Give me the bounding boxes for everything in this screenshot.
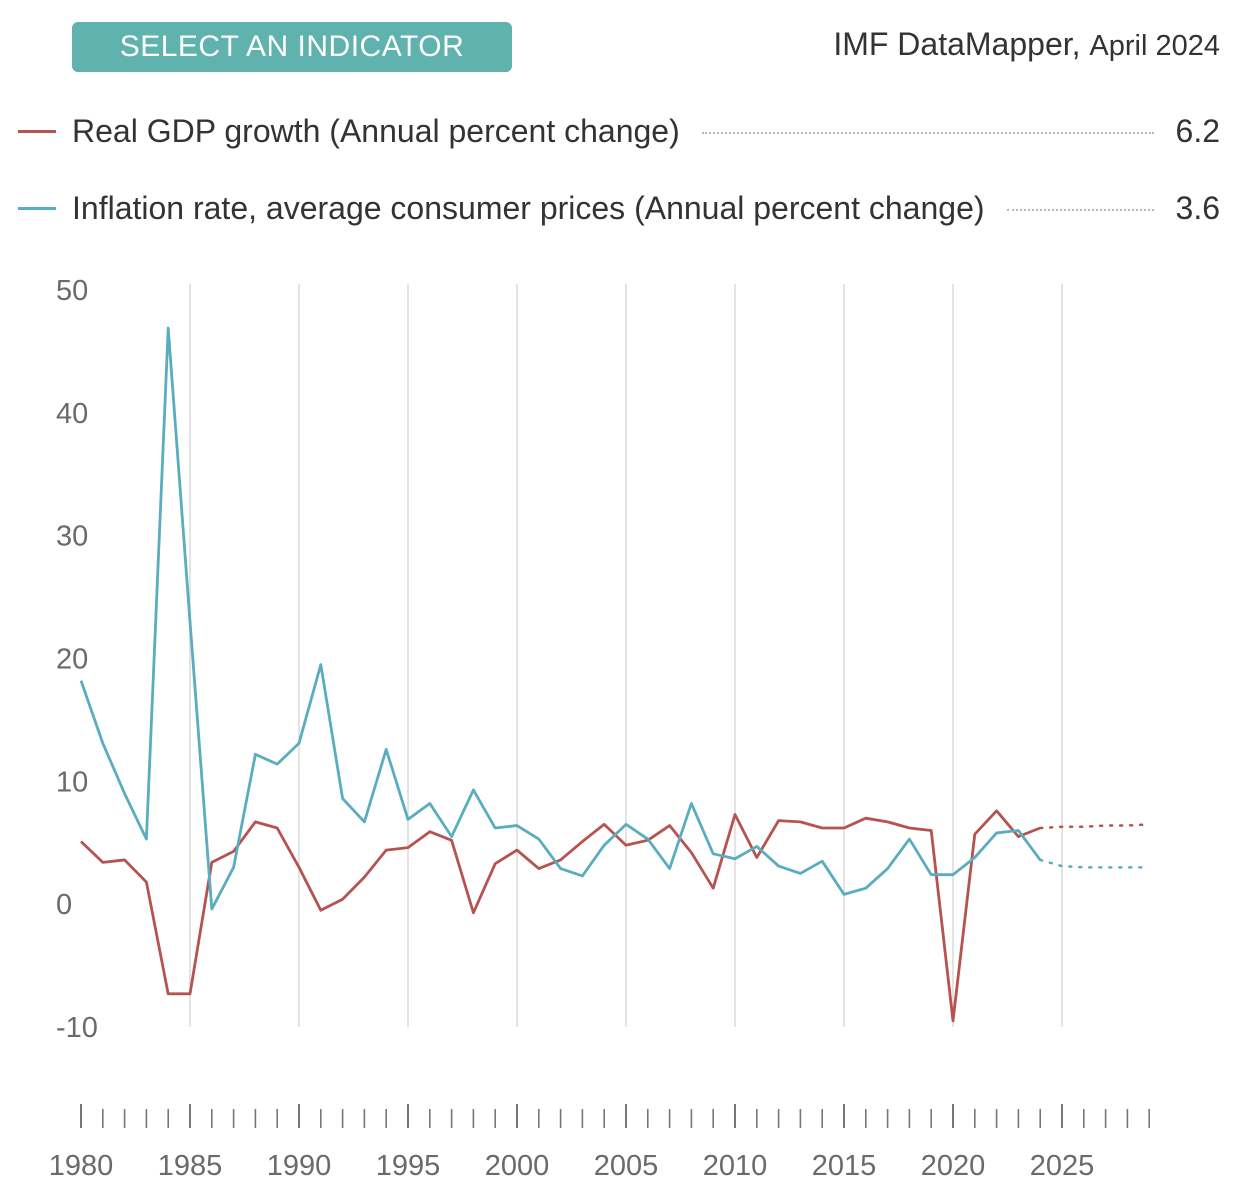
y-tick-label: 30: [56, 521, 88, 553]
legend-leader-gdp: [701, 132, 1154, 134]
source-date: April 2024: [1089, 30, 1220, 62]
x-tick-label: 1985: [158, 1150, 223, 1182]
x-tick-label: 2015: [812, 1150, 877, 1182]
legend-label-inflation: Inflation rate, average consumer prices …: [72, 189, 985, 226]
x-tick-label: 2025: [1030, 1150, 1095, 1182]
legend-leader-inflation: [1006, 209, 1154, 211]
legend-item-inflation[interactable]: Inflation rate, average consumer prices …: [18, 185, 1220, 231]
legend-swatch-gdp: [18, 129, 56, 133]
legend-value-gdp: 6.2: [1175, 112, 1220, 149]
y-tick-label: 50: [56, 275, 88, 307]
x-tick-label: 1980: [49, 1150, 114, 1182]
x-tick-label: 2000: [485, 1150, 550, 1182]
x-tick-label: 1995: [376, 1150, 441, 1182]
y-tick-label: 40: [56, 398, 88, 430]
legend-value-inflation: 3.6: [1175, 189, 1220, 226]
y-tick-label: 20: [56, 644, 88, 676]
y-tick-label: 0: [56, 889, 72, 921]
legend-label-gdp: Real GDP growth (Annual percent change): [72, 112, 680, 149]
legend-item-gdp[interactable]: Real GDP growth (Annual percent change) …: [18, 108, 1220, 154]
y-tick-label: -10: [56, 1012, 98, 1044]
source-name: IMF DataMapper,: [833, 26, 1081, 62]
projection-line-1: [1038, 858, 1151, 869]
series-line-inflation: [79, 326, 1042, 911]
select-indicator-button[interactable]: SELECT AN INDICATOR: [72, 22, 512, 72]
x-tick-label: 2020: [921, 1150, 986, 1182]
source-attribution: IMF DataMapper, April 2024: [833, 26, 1220, 63]
legend-swatch-inflation: [18, 206, 56, 210]
x-tick-label: 2010: [703, 1150, 768, 1182]
x-tick-label: 1990: [267, 1150, 332, 1182]
series-line-gdp: [80, 809, 1041, 1023]
x-tick-label: 2005: [594, 1150, 659, 1182]
projection-line-0: [1038, 823, 1151, 830]
y-tick-label: 10: [56, 766, 88, 798]
